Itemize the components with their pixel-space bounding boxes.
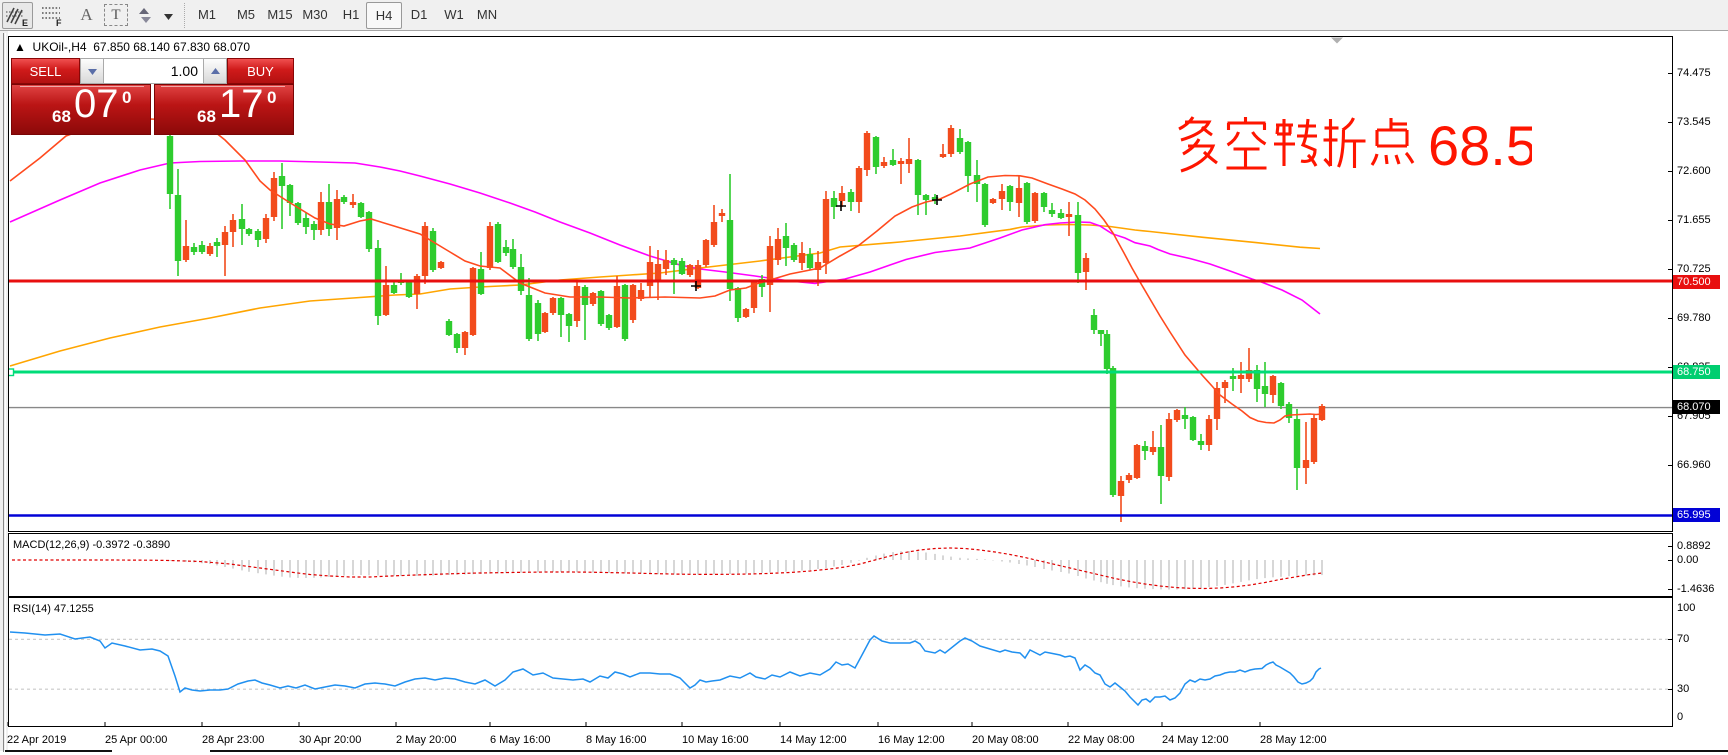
- svg-text:F: F: [56, 18, 62, 27]
- svg-text:E: E: [22, 18, 28, 28]
- svg-text:68.5: 68.5: [1428, 114, 1532, 176]
